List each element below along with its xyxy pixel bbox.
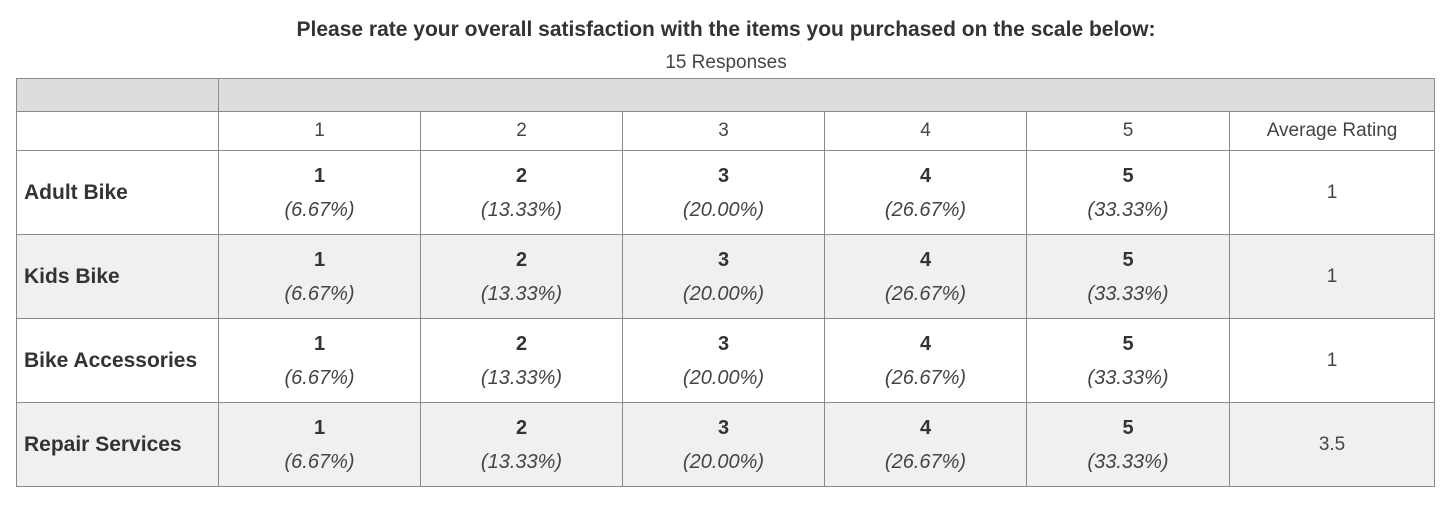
response-percent: (26.67%): [884, 282, 967, 305]
response-count-value: 5: [1122, 164, 1134, 187]
response-percent: (26.67%): [884, 450, 967, 473]
average-rating: 3.5: [1228, 402, 1436, 487]
average-rating: 1: [1228, 234, 1436, 319]
rating-cell: 4 (26.67%): [824, 234, 1027, 319]
rating-cell: 3 (20.00%): [622, 402, 825, 487]
response-count-value: 3: [717, 332, 730, 355]
column-header-1: 1: [218, 111, 421, 151]
response-count-value: 5: [1122, 248, 1134, 271]
rating-cell: 2 (13.33%): [420, 234, 623, 319]
rating-cell: 1 (6.67%): [218, 402, 421, 487]
response-percent: (13.33%): [480, 450, 563, 473]
table-row: Kids Bike 1 (6.67%) 2 (13.33%) 3 (20.00%) 4…: [16, 234, 1436, 319]
column-header-average: Average Rating: [1228, 111, 1436, 151]
response-count-value: 3: [717, 416, 730, 439]
column-header-2: 2: [420, 111, 623, 151]
table-row: Bike Accessories 1 (6.67%) 2 (13.33%) 3 (20…: [16, 318, 1436, 403]
rating-cell: 5 (33.33%): [1026, 150, 1230, 235]
rating-cell: 1 (6.67%): [218, 234, 421, 319]
question-title: Please rate your overall satisfaction wi…: [296, 18, 1156, 41]
response-percent: (13.33%): [480, 198, 563, 221]
response-percent: (33.33%): [1087, 366, 1169, 389]
response-percent: (13.33%): [480, 282, 563, 305]
response-percent: (26.67%): [884, 366, 967, 389]
response-percent: (6.67%): [284, 450, 355, 473]
response-count-value: 1: [313, 248, 326, 271]
scale-header-row: 1 2 3 4 5 Average Rating: [16, 111, 1436, 151]
rating-matrix-table: 1 2 3 4 5 Average Rating Adult Bike 1 (6.…: [16, 78, 1436, 487]
rating-cell: 1 (6.67%): [218, 150, 421, 235]
row-label-bike-accessories: Bike Accessories: [16, 318, 219, 403]
rating-cell: 2 (13.33%): [420, 318, 623, 403]
header-band-corner: [16, 78, 219, 112]
rating-cell: 3 (20.00%): [622, 150, 825, 235]
rating-cell: 5 (33.33%): [1026, 402, 1230, 487]
row-label-adult-bike: Adult Bike: [16, 150, 219, 235]
response-count-value: 2: [515, 248, 528, 271]
response-percent: (33.33%): [1087, 450, 1169, 473]
rating-cell: 3 (20.00%): [622, 318, 825, 403]
response-count-value: 3: [717, 248, 730, 271]
response-count-value: 2: [515, 416, 528, 439]
response-percent: (20.00%): [682, 450, 765, 473]
response-percent: (13.33%): [480, 366, 563, 389]
response-percent: (33.33%): [1087, 198, 1169, 221]
average-rating: 1: [1228, 318, 1436, 403]
response-percent: (6.67%): [284, 366, 355, 389]
response-count-value: 5: [1122, 332, 1134, 355]
table-row: Repair Services 1 (6.67%) 2 (13.33%) 3 (20.…: [16, 402, 1436, 487]
response-percent: (20.00%): [682, 282, 765, 305]
response-count-value: 2: [515, 332, 528, 355]
response-percent: (33.33%): [1087, 282, 1169, 305]
response-count: 15 Responses: [665, 52, 787, 73]
response-percent: (6.67%): [284, 282, 355, 305]
response-count-value: 5: [1122, 416, 1134, 439]
response-count-value: 4: [919, 164, 932, 187]
rating-cell: 1 (6.67%): [218, 318, 421, 403]
response-count-value: 4: [919, 248, 932, 271]
row-label-repair-services: Repair Services: [16, 402, 219, 487]
table-row: Adult Bike 1 (6.67%) 2 (13.33%) 3 (20.00%) …: [16, 150, 1436, 235]
response-count-value: 4: [919, 416, 932, 439]
response-percent: (20.00%): [682, 366, 765, 389]
response-percent: (26.67%): [884, 198, 967, 221]
rating-cell: 4 (26.67%): [824, 402, 1027, 487]
row-label-kids-bike: Kids Bike: [16, 234, 219, 319]
rating-cell: 2 (13.33%): [420, 402, 623, 487]
column-header-3: 3: [622, 111, 825, 151]
rating-cell: 4 (26.67%): [824, 318, 1027, 403]
response-count-value: 4: [919, 332, 932, 355]
response-count-value: 1: [313, 332, 326, 355]
response-count-value: 1: [313, 164, 326, 187]
rating-cell: 2 (13.33%): [420, 150, 623, 235]
response-count-value: 2: [515, 164, 528, 187]
response-percent: (20.00%): [682, 198, 765, 221]
response-percent: (6.67%): [284, 198, 355, 221]
header-band-span: [217, 78, 1436, 112]
rating-cell: 5 (33.33%): [1026, 234, 1230, 319]
column-header-5: 5: [1026, 111, 1230, 151]
table-header-band: [16, 78, 1436, 112]
rating-cell: 3 (20.00%): [622, 234, 825, 319]
column-header-4: 4: [824, 111, 1027, 151]
response-count-value: 1: [313, 416, 326, 439]
average-rating: 1: [1228, 150, 1436, 235]
scale-header-corner: [16, 111, 219, 151]
rating-cell: 4 (26.67%): [824, 150, 1027, 235]
response-count-value: 3: [717, 164, 730, 187]
rating-cell: 5 (33.33%): [1026, 318, 1230, 403]
